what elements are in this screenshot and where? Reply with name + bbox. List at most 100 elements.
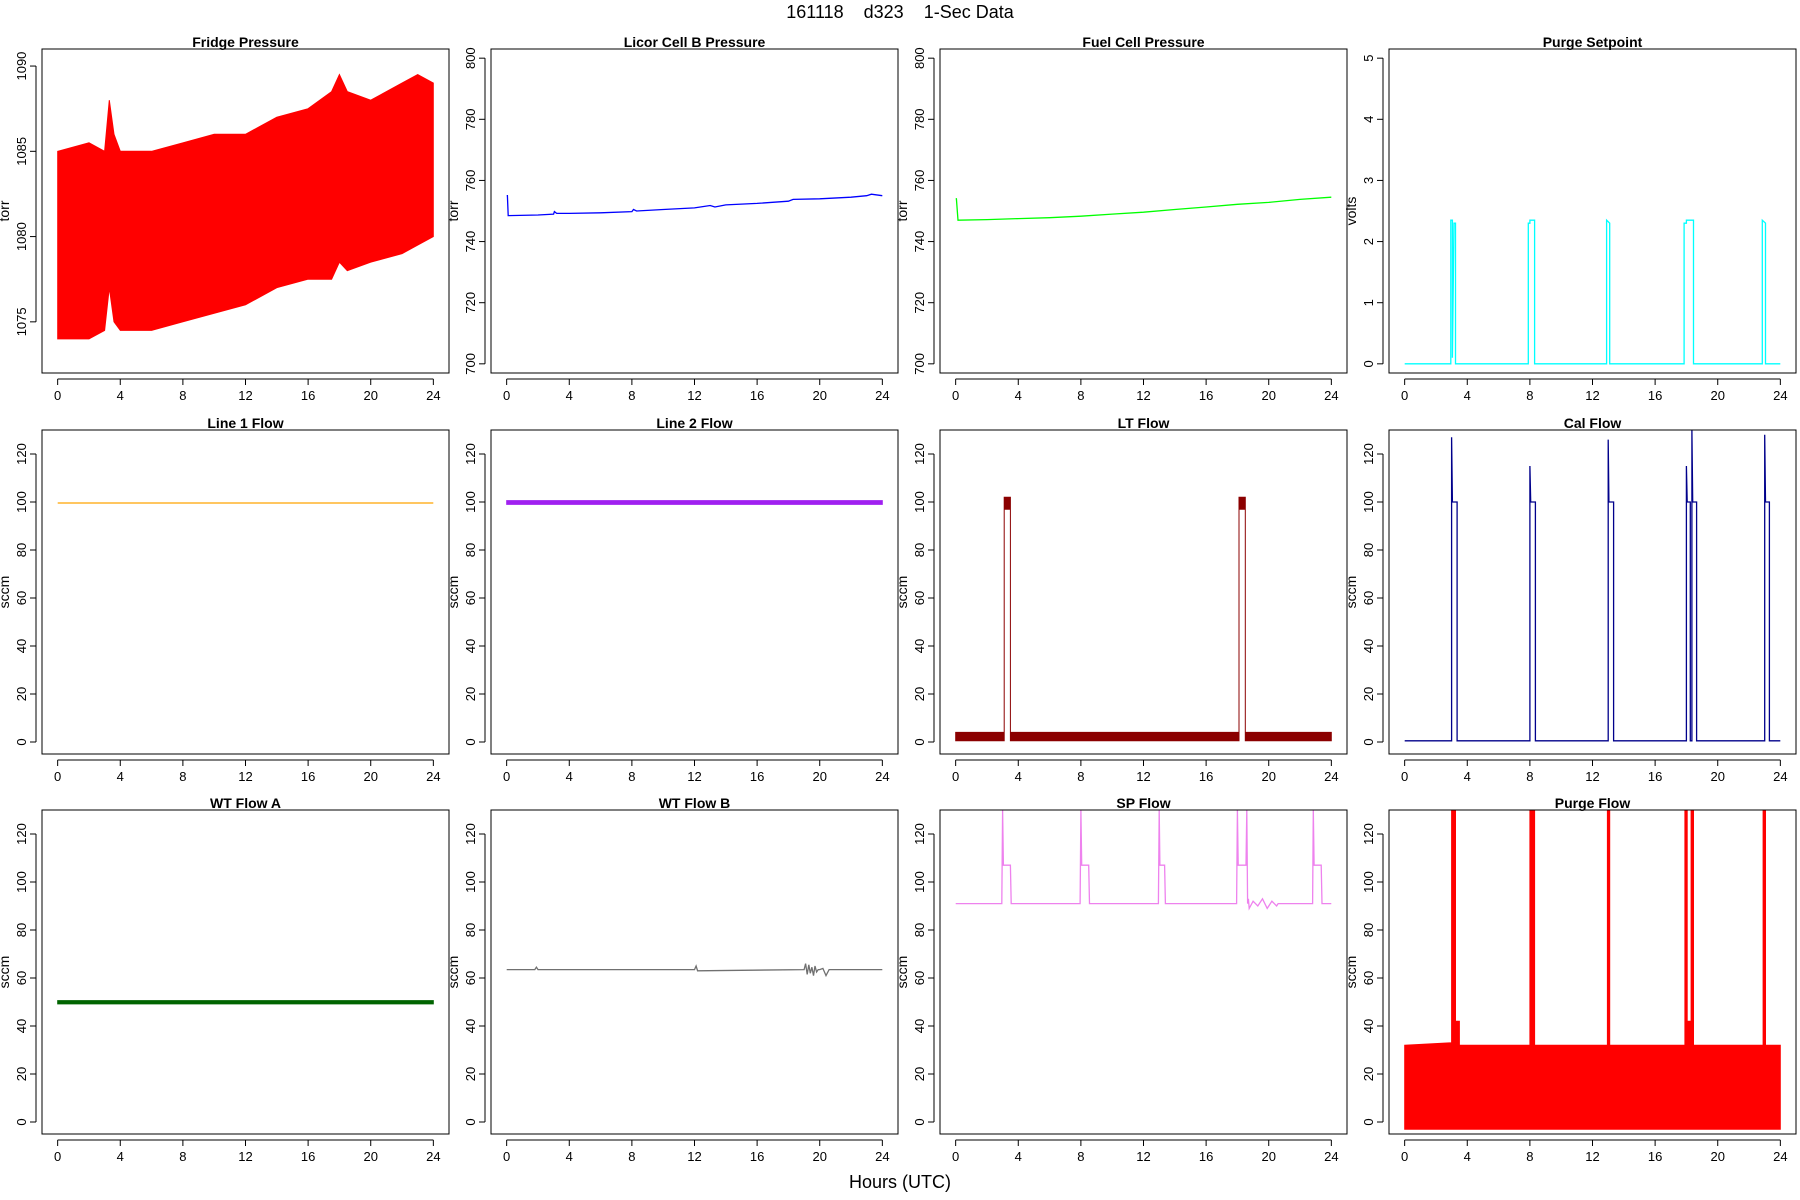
y-tick-label: 60 (912, 591, 927, 605)
x-tick-label: 4 (117, 1149, 124, 1164)
panel-10: SP Flow 0 4 8 12 16 20 24 0 20 40 60 80 100 120 sccm (894, 795, 1348, 1164)
y-tick-label: 120 (1361, 823, 1376, 845)
y-tick-label: 5 (1361, 55, 1376, 62)
x-tick-label: 24 (426, 388, 440, 403)
plot-frame (490, 429, 899, 755)
plot-area (1404, 218, 1781, 365)
panel-4: Line 1 Flow 0 4 8 12 16 20 24 0 20 40 60 80 100 120 scc… (0, 415, 450, 784)
y-tick-label: 120 (1361, 443, 1376, 465)
x-tick-label: 20 (363, 769, 377, 784)
y-tick-label: 760 (463, 170, 478, 192)
plot-frame (1388, 429, 1797, 755)
y-tick-label: 40 (463, 639, 478, 653)
y-tick-label: 80 (14, 543, 29, 557)
x-tick-label: 8 (179, 388, 186, 403)
y-tick-label: 100 (912, 871, 927, 893)
y-tick-label: 800 (463, 47, 478, 69)
panel-2: Fuel Cell Pressure 0 4 8 12 16 20 24 700 720 740 76… (894, 34, 1348, 403)
y-tick-label: 60 (463, 591, 478, 605)
plot-area (506, 193, 883, 217)
y-tick-label: 60 (14, 971, 29, 985)
panel-title: WT Flow B (659, 795, 731, 811)
y-tick-label: 120 (912, 823, 927, 845)
x-tick-label: 20 (1710, 388, 1724, 403)
y-tick-label: 120 (14, 823, 29, 845)
y-axis-label: sccm (894, 956, 910, 989)
x-tick-label: 16 (750, 1149, 764, 1164)
x-axis-caption: Hours (UTC) (849, 1172, 951, 1192)
y-tick-label: 40 (463, 1019, 478, 1033)
x-tick-label: 4 (117, 388, 124, 403)
y-axis-label: torr (0, 200, 12, 221)
x-tick-label: 4 (1464, 388, 1471, 403)
plot-area (506, 500, 883, 505)
plot-area (1404, 810, 1781, 1130)
x-tick-label: 20 (1710, 769, 1724, 784)
x-tick-label: 24 (1324, 388, 1338, 403)
y-tick-label: 60 (1361, 591, 1376, 605)
y-tick-label: 4 (1361, 116, 1376, 123)
x-tick-label: 4 (117, 769, 124, 784)
x-tick-label: 12 (238, 1149, 252, 1164)
y-tick-label: 60 (912, 971, 927, 985)
x-tick-label: 20 (1261, 1149, 1275, 1164)
x-tick-label: 8 (1077, 1149, 1084, 1164)
y-axis-label: sccm (445, 956, 461, 989)
plot-frame (1388, 48, 1797, 374)
y-tick-label: 780 (463, 108, 478, 130)
panel-7: Cal Flow 0 4 8 12 16 20 24 0 20 40 60 80 100 120 sccm (1343, 415, 1797, 784)
panel-5: Line 2 Flow 0 4 8 12 16 20 24 0 20 40 60 80 100 120 scc… (445, 415, 899, 784)
y-tick-label: 700 (912, 353, 927, 375)
y-tick-label: 1080 (14, 222, 29, 251)
x-tick-label: 24 (875, 388, 889, 403)
x-tick-label: 0 (1401, 388, 1408, 403)
x-tick-label: 4 (1015, 388, 1022, 403)
y-tick-label: 0 (912, 738, 927, 745)
y-tick-label: 120 (912, 443, 927, 465)
y-tick-label: 80 (463, 543, 478, 557)
x-tick-label: 16 (301, 388, 315, 403)
y-tick-label: 100 (463, 871, 478, 893)
x-tick-label: 24 (1324, 769, 1338, 784)
y-axis-label: sccm (1343, 956, 1359, 989)
panel-1: Licor Cell B Pressure 0 4 8 12 16 20 24 700 720 74… (445, 34, 899, 403)
y-tick-label: 40 (14, 1019, 29, 1033)
y-tick-label: 120 (463, 443, 478, 465)
series-band-0 (955, 496, 1332, 742)
plot-area (955, 196, 1332, 221)
x-tick-label: 16 (1648, 769, 1662, 784)
series-band-0 (57, 1000, 434, 1005)
y-tick-label: 40 (14, 639, 29, 653)
y-tick-label: 20 (1361, 1067, 1376, 1081)
x-tick-label: 0 (952, 769, 959, 784)
y-tick-label: 20 (463, 687, 478, 701)
series-line-0 (506, 963, 883, 978)
series-line-0 (955, 810, 1332, 911)
y-tick-label: 2 (1361, 238, 1376, 245)
x-tick-label: 0 (503, 1149, 510, 1164)
x-tick-label: 16 (1648, 1149, 1662, 1164)
x-tick-label: 12 (1585, 388, 1599, 403)
y-axis-label: volts (1343, 197, 1359, 226)
x-tick-label: 16 (750, 769, 764, 784)
x-tick-label: 16 (1199, 769, 1213, 784)
x-tick-label: 4 (566, 388, 573, 403)
x-tick-label: 24 (875, 769, 889, 784)
x-tick-label: 0 (54, 388, 61, 403)
x-tick-label: 0 (503, 388, 510, 403)
x-tick-label: 12 (687, 388, 701, 403)
plot-frame (490, 48, 899, 374)
y-tick-label: 760 (912, 170, 927, 192)
series-line-0 (1404, 218, 1781, 365)
y-tick-label: 720 (912, 292, 927, 314)
y-tick-label: 100 (1361, 871, 1376, 893)
plot-frame (1388, 809, 1797, 1135)
x-tick-label: 24 (1773, 769, 1787, 784)
y-tick-label: 0 (14, 738, 29, 745)
x-tick-label: 8 (1526, 769, 1533, 784)
panel-11: Purge Flow 0 4 8 12 16 20 24 0 20 40 60 80 100 120 sccm (1343, 795, 1797, 1164)
plot-area (57, 73, 434, 340)
x-tick-label: 8 (179, 769, 186, 784)
y-tick-label: 20 (14, 1067, 29, 1081)
